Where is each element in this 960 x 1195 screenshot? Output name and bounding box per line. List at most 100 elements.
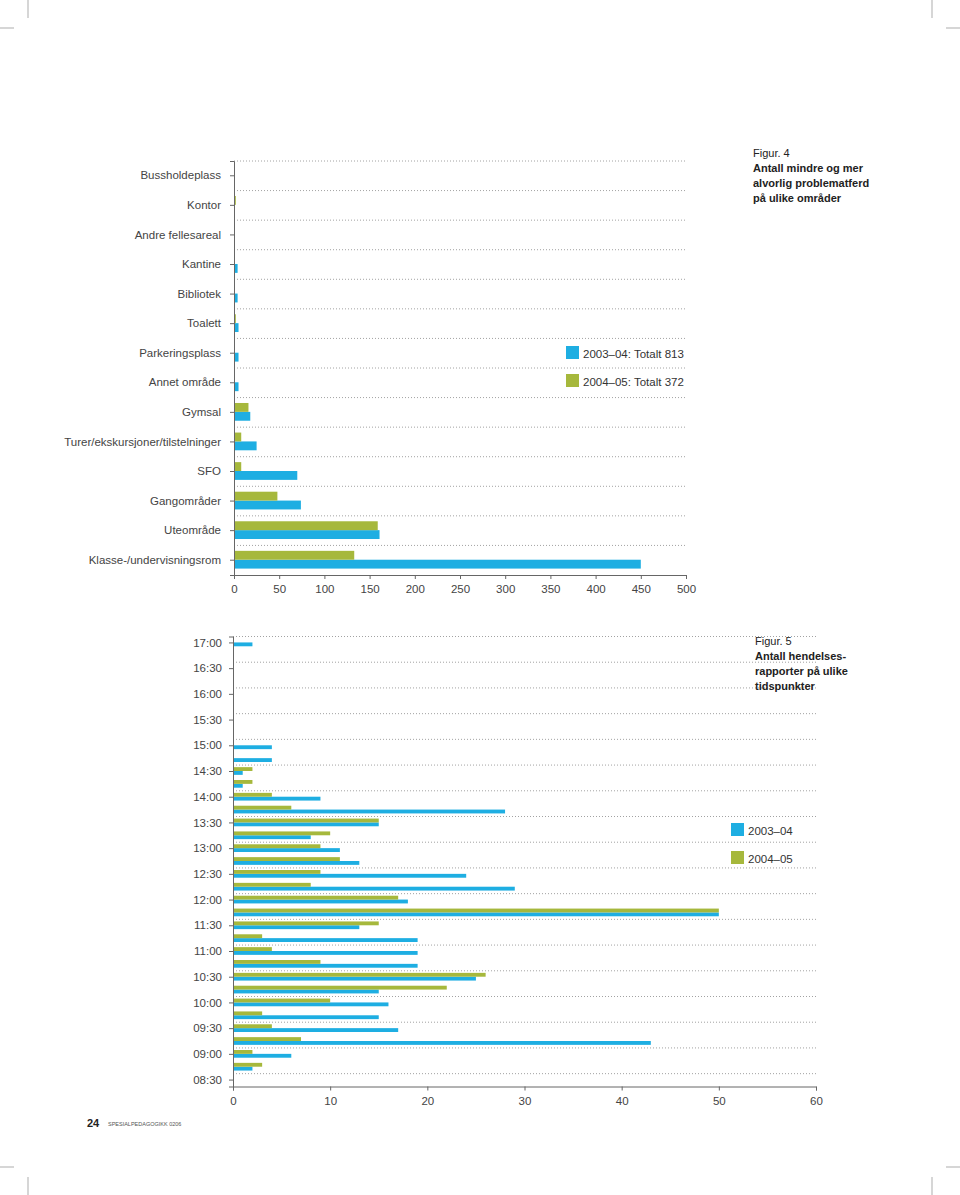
tick: 10:30 (193, 971, 233, 983)
tick-mark (719, 1087, 720, 1091)
bar (233, 1015, 379, 1019)
tick: 250 (451, 575, 470, 595)
bar (233, 964, 418, 968)
crop-mark (946, 28, 960, 29)
tick: 16:00 (193, 688, 233, 700)
tick-mark (330, 1087, 331, 1091)
axis-line (230, 162, 235, 576)
tick-mark (229, 977, 233, 978)
tick: Gymsal (182, 406, 234, 418)
tick-mark (229, 1067, 233, 1068)
subtitle: Antall mindre og mer (753, 162, 864, 174)
grid-line (233, 739, 816, 740)
bar (233, 934, 262, 938)
tick: 13:30 (193, 817, 233, 829)
bar (234, 471, 297, 480)
tick-mark (229, 822, 233, 823)
tick-mark (816, 1087, 817, 1091)
tick-mark (229, 1080, 233, 1081)
axis-line (234, 1087, 817, 1091)
category-label: 11:30 (194, 919, 222, 931)
bar (234, 462, 241, 471)
bar (233, 1028, 398, 1032)
tick: 500 (677, 575, 696, 595)
caption: Figur. 4Antall mindre og meralvorlig pro… (753, 147, 869, 204)
bar (233, 861, 359, 865)
category-label: 12:30 (193, 868, 222, 880)
category-label: 12:00 (193, 894, 222, 906)
tick: Uteområde (164, 524, 234, 536)
tick-mark (370, 575, 371, 579)
bar (234, 521, 378, 530)
tick-mark (229, 1002, 233, 1003)
grid-line (233, 919, 816, 920)
category-label: Turer/ekskursjoner/tilstelninger (64, 436, 221, 448)
grid-line (234, 545, 686, 546)
grid-line (233, 765, 816, 766)
tick: 200 (406, 575, 425, 595)
grid-line (233, 1073, 816, 1074)
bar (234, 530, 380, 539)
bar (233, 819, 379, 823)
tick-mark (229, 1015, 233, 1016)
tick-mark (324, 575, 325, 579)
bar (233, 1054, 291, 1058)
bar (233, 973, 486, 977)
bar (233, 831, 330, 835)
bar (233, 1041, 651, 1045)
category-label: Toalett (187, 317, 222, 329)
category-label: 09:30 (193, 1022, 222, 1034)
category-label: 10:30 (193, 971, 222, 983)
bar (233, 810, 505, 814)
crop-mark (932, 0, 933, 18)
tick (229, 784, 233, 785)
grid-line (233, 636, 816, 637)
tick-label: 40 (616, 1095, 629, 1107)
tick (229, 1041, 233, 1042)
legend-label: 2003–04 (748, 825, 793, 837)
series (234, 196, 378, 560)
tick: 08:30 (193, 1074, 233, 1086)
tick-label: 350 (541, 583, 560, 595)
grid-line (234, 249, 686, 250)
tick-label: 300 (496, 583, 515, 595)
grid-line (234, 338, 686, 339)
category-label: 10:00 (193, 997, 222, 1009)
tick-mark (230, 530, 234, 531)
tick-mark (229, 642, 233, 643)
tick: 50 (713, 1087, 726, 1107)
tick-mark (505, 575, 506, 579)
page-footer: 24SPESIALPEDAGOGIKK 0206 (87, 1117, 181, 1129)
tick-mark (550, 575, 551, 579)
grid-line (233, 662, 816, 663)
legend-swatch (566, 374, 579, 387)
category-label: 13:30 (193, 817, 222, 829)
category-label: Andre fellesareal (135, 229, 221, 241)
category-label: Parkeringsplass (139, 347, 221, 359)
category-label: Klasse-/undervisningsrom (89, 554, 221, 566)
grid-line (234, 397, 686, 398)
grid-line (233, 790, 816, 791)
grid-line (233, 970, 816, 971)
tick-label: 100 (315, 583, 334, 595)
bar (233, 822, 379, 826)
tick: Parkeringsplass (139, 347, 234, 359)
tick-label: 50 (713, 1095, 726, 1107)
tick-mark (229, 758, 233, 759)
grid-line (233, 713, 816, 714)
page-number: 24 (87, 1117, 100, 1129)
legend-label: 2003–04: Totalt 813 (583, 348, 684, 360)
grid-line (233, 816, 816, 817)
tick-mark (460, 575, 461, 579)
tick (229, 655, 233, 656)
tick-mark (229, 900, 233, 901)
tick-mark (229, 745, 233, 746)
tick: 450 (632, 575, 651, 595)
subtitle: tidspunkter (755, 680, 816, 692)
tick-label: 20 (421, 1095, 434, 1107)
tick: 0 (231, 575, 237, 595)
tick-label: 500 (677, 583, 696, 595)
tick-mark (229, 887, 233, 888)
tick (229, 707, 233, 708)
grid-line (233, 1047, 816, 1048)
